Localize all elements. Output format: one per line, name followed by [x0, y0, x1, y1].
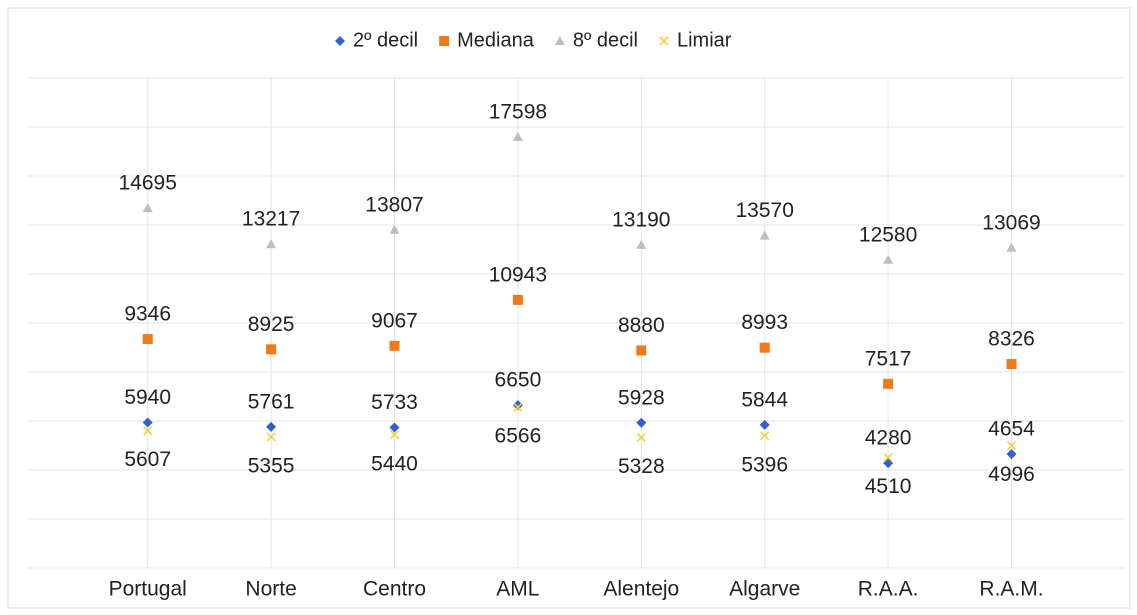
data-point	[143, 426, 153, 436]
data-label: 9067	[371, 309, 418, 332]
data-label: 13190	[612, 208, 670, 231]
data-label: 4510	[865, 475, 912, 498]
data-label: 12580	[859, 223, 917, 246]
data-point	[759, 230, 770, 240]
legend-marker	[439, 36, 450, 46]
x-tick-label: Algarve	[729, 578, 800, 601]
x-tick-label: AML	[496, 578, 539, 601]
legend-label: Limiar	[677, 29, 732, 51]
data-point	[760, 431, 770, 441]
data-point	[1006, 359, 1017, 370]
x-tick-label: Norte	[245, 578, 296, 601]
data-label: 13217	[242, 208, 300, 231]
data-point	[1006, 242, 1017, 252]
data-point	[636, 345, 647, 356]
data-label: 5761	[248, 390, 295, 413]
data-label: 8326	[988, 328, 1035, 351]
data-label: 4996	[988, 463, 1035, 486]
legend-label: 2º decil	[353, 29, 418, 51]
data-label: 6650	[495, 369, 542, 392]
data-point	[883, 378, 894, 389]
data-label: 14695	[118, 172, 176, 195]
data-point	[266, 421, 277, 432]
data-point	[512, 131, 523, 141]
data-label: 4280	[865, 427, 912, 450]
legend-label: 8º decil	[573, 29, 638, 51]
data-label: 5328	[618, 455, 665, 478]
data-label: 13807	[365, 193, 423, 216]
data-label: 6566	[495, 425, 542, 448]
data-label: 5607	[124, 448, 171, 471]
chart-border	[7, 7, 1131, 609]
data-point	[512, 400, 523, 411]
data-point	[266, 344, 277, 355]
data-label: 9346	[124, 303, 171, 326]
data-point	[759, 419, 770, 430]
data-label: 5355	[248, 454, 295, 477]
data-label: 5396	[741, 453, 788, 476]
data-point	[142, 334, 153, 345]
data-label: 13570	[735, 199, 793, 222]
data-point	[142, 417, 153, 428]
data-point	[636, 432, 646, 443]
data-label: 5928	[618, 386, 665, 409]
data-point	[513, 402, 523, 412]
data-label: 8993	[741, 311, 788, 334]
data-point	[636, 239, 647, 249]
data-label: 5440	[371, 452, 418, 475]
data-label: 8880	[618, 314, 665, 337]
data-point	[389, 430, 400, 440]
data-point	[389, 224, 400, 234]
x-tick-label: Portugal	[109, 578, 187, 601]
data-point	[883, 254, 894, 264]
data-label: 8925	[248, 313, 295, 336]
data-point	[1006, 448, 1017, 459]
data-point	[1006, 441, 1017, 451]
data-point	[389, 340, 400, 351]
data-label: 17598	[489, 100, 547, 123]
data-label: 4654	[988, 418, 1035, 441]
x-tick-label: R.A.M.	[979, 578, 1043, 601]
legend: 2º decil Mediana 8º decil Limiar	[335, 29, 732, 51]
data-label: 13069	[982, 211, 1040, 234]
x-tick-label: Alentejo	[603, 578, 679, 601]
data-label: 5940	[124, 386, 171, 409]
data-label: 5844	[741, 388, 788, 411]
data-point	[142, 202, 153, 212]
data-point	[512, 294, 523, 305]
data-label: 10943	[489, 263, 547, 286]
legend-marker	[554, 36, 565, 45]
x-tick-label: Centro	[363, 578, 426, 601]
data-point	[883, 452, 893, 463]
x-tick-label: R.A.A.	[858, 578, 919, 601]
data-point	[266, 239, 277, 249]
legend-label: Mediana	[457, 29, 535, 51]
data-point	[636, 417, 647, 428]
data-point	[389, 422, 400, 433]
data-label: 7517	[865, 347, 912, 370]
data-point	[266, 432, 276, 442]
legend-marker	[659, 36, 669, 46]
data-label: 5733	[371, 391, 418, 414]
legend-marker	[335, 36, 345, 46]
data-point	[759, 342, 770, 353]
